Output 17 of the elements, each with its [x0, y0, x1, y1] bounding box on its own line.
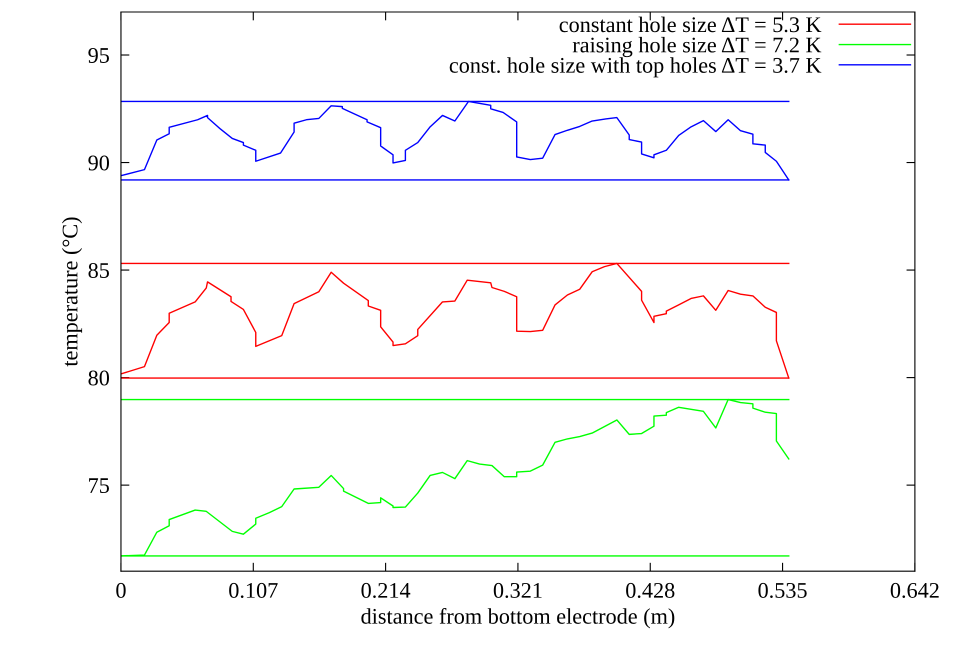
legend-label: const. hole size with top holes ΔT = 3.7 K	[450, 57, 822, 78]
y-tick-label: 80	[88, 370, 110, 386]
legend-label: constant hole size ΔT = 5.3 K	[560, 16, 822, 32]
y-axis-title: temperature (°C)	[62, 217, 82, 366]
y-tick-label: 75	[89, 478, 109, 494]
y-tick-label: 85	[88, 263, 109, 278]
x-tick-label: 0.321	[494, 582, 542, 598]
x-tick-label: 0.428	[626, 582, 674, 598]
y-tick-label: 95	[88, 48, 109, 63]
x-axis-title: distance from bottom electrode (m)	[361, 608, 674, 628]
x-tick-label: 0.214	[361, 582, 410, 598]
x-tick-label: 0	[116, 582, 126, 598]
x-tick-label: 0.642	[890, 582, 939, 598]
legend-label: raising hole size ΔT = 7.2 K	[572, 36, 822, 58]
y-tick-label: 90	[88, 155, 110, 170]
x-tick-label: 0.107	[229, 582, 278, 598]
x-tick-label: 0.535	[758, 582, 807, 598]
